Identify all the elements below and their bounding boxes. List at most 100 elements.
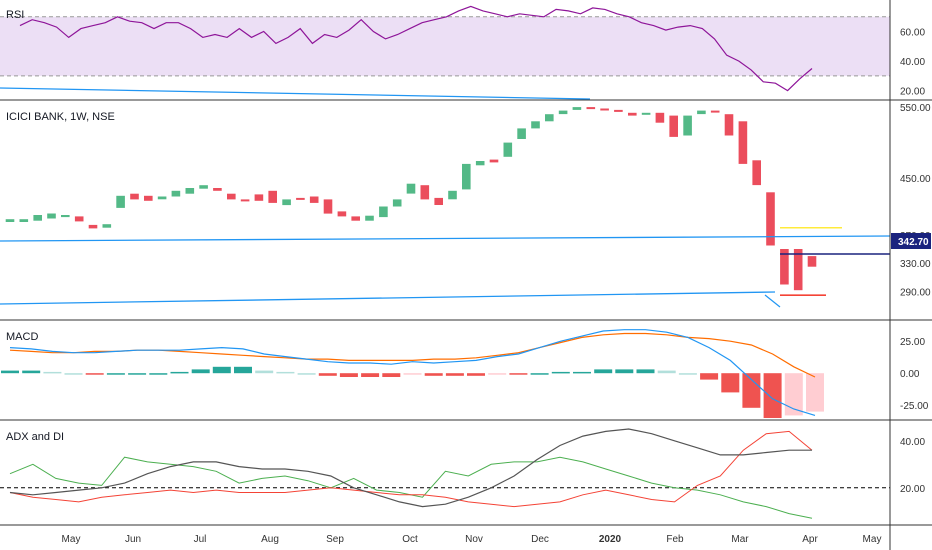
macd-histogram-bar xyxy=(509,373,528,375)
candle-down xyxy=(323,199,333,214)
candle-up xyxy=(531,121,540,129)
macd-tick-label: 25.00 xyxy=(900,337,925,348)
macd-histogram-bar xyxy=(615,369,634,374)
candle-down xyxy=(724,114,734,136)
price-tick-label: 450.00 xyxy=(900,174,931,185)
candle-down xyxy=(227,193,236,200)
time-axis-label: Aug xyxy=(261,534,279,545)
macd-histogram-bar xyxy=(403,373,422,375)
rsi-tick-label: 60.00 xyxy=(900,28,925,39)
candle-down xyxy=(240,199,250,202)
time-axis-label: Dec xyxy=(531,534,549,545)
candle-down xyxy=(337,211,347,217)
macd-histogram-bar xyxy=(763,373,782,418)
macd-histogram-bar xyxy=(784,373,803,416)
candle-down xyxy=(213,188,222,191)
candle-up xyxy=(572,107,582,110)
macd-histogram-bar xyxy=(742,373,761,408)
macd-histogram-bar xyxy=(530,373,549,375)
macd-histogram-bar xyxy=(424,373,443,376)
price-tick-label: 330.00 xyxy=(900,259,931,270)
candle-up xyxy=(448,190,457,200)
macd-line xyxy=(9,329,816,416)
candle-up xyxy=(61,215,70,218)
macd-histogram-bar xyxy=(467,373,485,376)
macd-histogram-bar xyxy=(657,370,676,374)
candle-down xyxy=(254,194,264,201)
adx-tick-label: 20.00 xyxy=(900,484,925,495)
candle-down xyxy=(351,216,360,221)
macd-histogram-bar xyxy=(22,370,41,374)
macd-histogram-bar xyxy=(85,373,104,375)
adx-line xyxy=(9,428,812,508)
candle-down xyxy=(296,197,305,200)
macd-histogram-bar xyxy=(594,369,613,374)
time-axis-label: 2020 xyxy=(599,534,622,545)
price-tick-label: 550.00 xyxy=(900,103,931,114)
macd-tick-label: 0.00 xyxy=(900,369,920,380)
candle-up xyxy=(33,215,42,221)
time-axis-label: May xyxy=(62,534,81,545)
macd-histogram-bar xyxy=(43,371,62,374)
candle-up xyxy=(5,219,15,222)
candle-down xyxy=(489,159,499,163)
time-axis-label: Jun xyxy=(125,534,141,545)
candle-up xyxy=(503,142,513,157)
resistance-trendline xyxy=(0,235,891,242)
candle-down xyxy=(586,107,596,110)
time-axis-label: Nov xyxy=(465,534,483,545)
candle-down xyxy=(738,121,748,164)
candle-down xyxy=(614,109,623,112)
candle-down xyxy=(780,249,789,285)
macd-histogram-bar xyxy=(170,371,189,374)
candle-up xyxy=(558,110,568,115)
macd-histogram-bar xyxy=(806,373,824,412)
candle-up xyxy=(171,190,181,197)
candle-down xyxy=(628,112,637,116)
candle-down xyxy=(144,195,153,201)
candle-down xyxy=(766,192,775,246)
candle-up xyxy=(392,199,402,207)
macd-histogram-bar xyxy=(382,373,401,377)
candle-down xyxy=(434,197,443,205)
macd-histogram-bar xyxy=(551,371,570,374)
macd-histogram-bar xyxy=(361,373,380,377)
candle-up xyxy=(47,213,56,219)
candle-down xyxy=(600,108,609,111)
candle-up xyxy=(545,114,554,122)
candle-down xyxy=(793,249,803,291)
macd-histogram-bar xyxy=(64,373,83,375)
adx-tick-label: 40.00 xyxy=(900,437,925,448)
macd-histogram-bar xyxy=(1,370,19,374)
price-pane-title: ICICI BANK, 1W, NSE xyxy=(6,111,115,123)
time-axis-label: Sep xyxy=(326,534,344,545)
candle-down xyxy=(420,185,430,200)
candle-down xyxy=(752,160,761,186)
candle-down xyxy=(88,224,98,229)
candle-down xyxy=(807,256,817,267)
macd-histogram-bar xyxy=(149,373,168,375)
rsi-band xyxy=(0,16,890,76)
time-axis-label: May xyxy=(863,534,882,545)
macd-histogram-bar xyxy=(700,373,719,380)
macd-histogram-bar xyxy=(234,366,252,374)
time-axis-label: Oct xyxy=(402,534,418,545)
price-tick-label: 290.00 xyxy=(900,288,931,299)
candle-up xyxy=(462,163,471,190)
candle-up xyxy=(199,185,208,189)
candle-up xyxy=(406,183,416,194)
candle-up xyxy=(517,128,526,139)
time-axis-label: Mar xyxy=(731,534,749,545)
macd-histogram-bar xyxy=(255,370,274,374)
macd-histogram-bar xyxy=(191,369,210,374)
candle-up xyxy=(365,215,374,221)
candle-up xyxy=(697,110,706,115)
macd-layer xyxy=(1,329,824,418)
macd-histogram-bar xyxy=(636,369,655,374)
time-axis-label: Jul xyxy=(194,534,207,545)
time-axis-label: Feb xyxy=(666,534,684,545)
candle-down xyxy=(710,110,720,113)
macd-histogram-bar xyxy=(318,373,337,376)
candle-down xyxy=(669,115,678,137)
